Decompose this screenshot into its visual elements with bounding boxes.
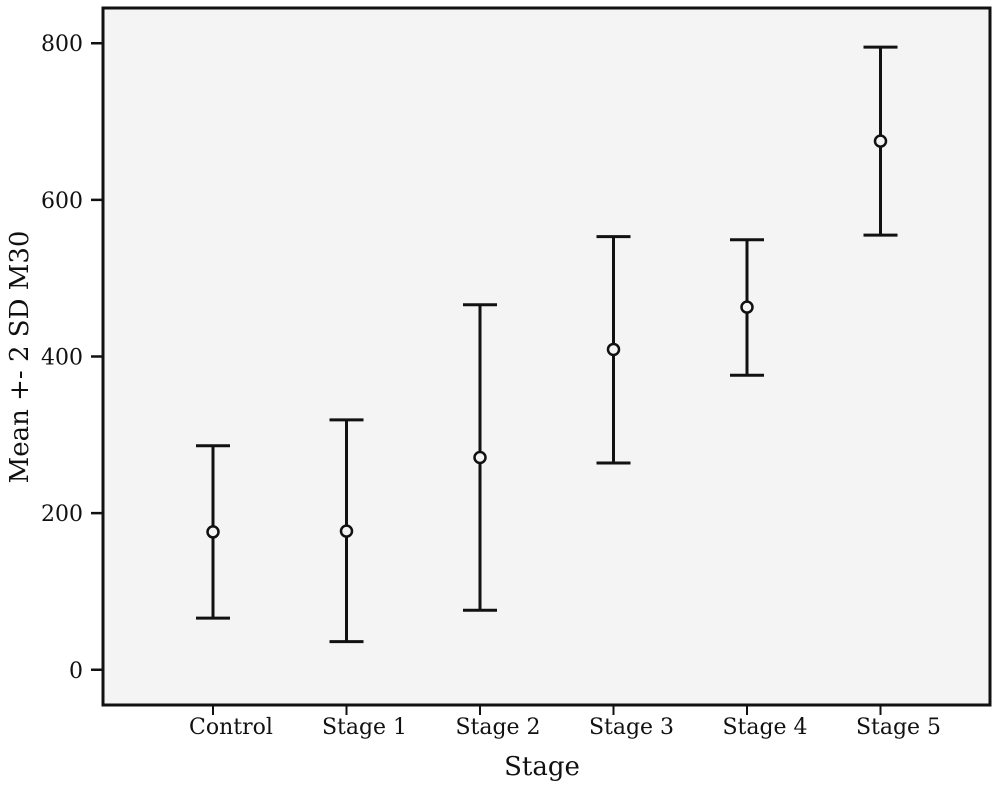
error-bar-group: [329, 418, 364, 644]
error-bar-group: [196, 444, 230, 620]
error-bar-group: [863, 45, 898, 237]
mean-marker: [740, 300, 754, 314]
mean-marker: [473, 450, 487, 465]
y-axis: 0 200 400 600 800: [41, 32, 103, 684]
y-axis-title: Mean +- 2 SD M30: [5, 231, 35, 484]
error-bar-group: [596, 235, 631, 465]
mean-marker: [606, 342, 621, 357]
error-bar-group: [463, 303, 497, 612]
y-tick-label: 200: [41, 502, 83, 527]
y-tick-label: 600: [41, 189, 83, 214]
x-tick-label: Stage 4: [722, 715, 807, 740]
error-bar-group: [730, 238, 764, 377]
mean-marker: [206, 525, 220, 539]
y-tick-label: 800: [41, 32, 83, 57]
x-tick-label: Stage 1: [322, 715, 407, 740]
y-tick-label: 0: [69, 659, 83, 684]
x-tick-label: Stage 3: [589, 715, 674, 740]
x-axis: Control Stage 1 Stage 2 Stage 3 Stage 4 Stage…: [189, 705, 941, 740]
mean-marker: [339, 524, 354, 538]
x-tick-label: Stage 2: [455, 715, 540, 740]
x-tick-label: Control: [189, 715, 273, 740]
y-tick-label: 400: [41, 346, 83, 371]
mean-marker: [873, 134, 888, 148]
plot-area: [101, 6, 992, 707]
data-marks: [196, 45, 898, 644]
x-tick-label: Stage 5: [856, 715, 941, 740]
x-axis-title: Stage: [504, 752, 580, 782]
